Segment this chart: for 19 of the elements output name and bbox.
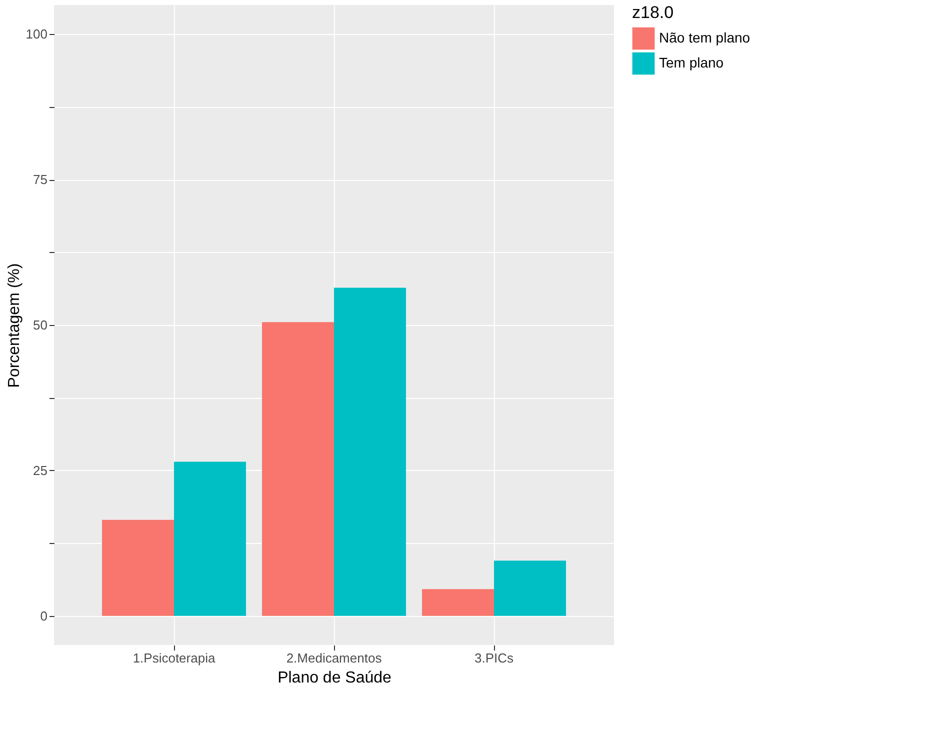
legend-label: Não tem plano [659,30,750,46]
bar [174,462,246,616]
y-tick-label: 50 [33,318,48,332]
x-tick-label: 2.Medicamentos [286,650,382,666]
y-tick-label: 75 [33,172,48,188]
x-tick-label: 1.Psicoterapia [132,650,216,666]
legend-title: z18.0 [632,3,674,22]
bar [422,589,494,616]
bar [262,322,334,616]
bar [494,560,566,616]
y-tick-label: 0 [40,608,48,624]
bar [102,520,174,616]
y-tick-label: 100 [26,26,48,42]
y-tick-label: 25 [33,462,48,478]
legend-label: Tem plano [659,54,724,70]
x-axis-title: Plano de Saúde [278,670,392,686]
x-tick-label: 3.PICs [474,650,514,666]
y-axis-title: Porcentagem (%) [6,263,23,388]
bar [334,288,406,616]
